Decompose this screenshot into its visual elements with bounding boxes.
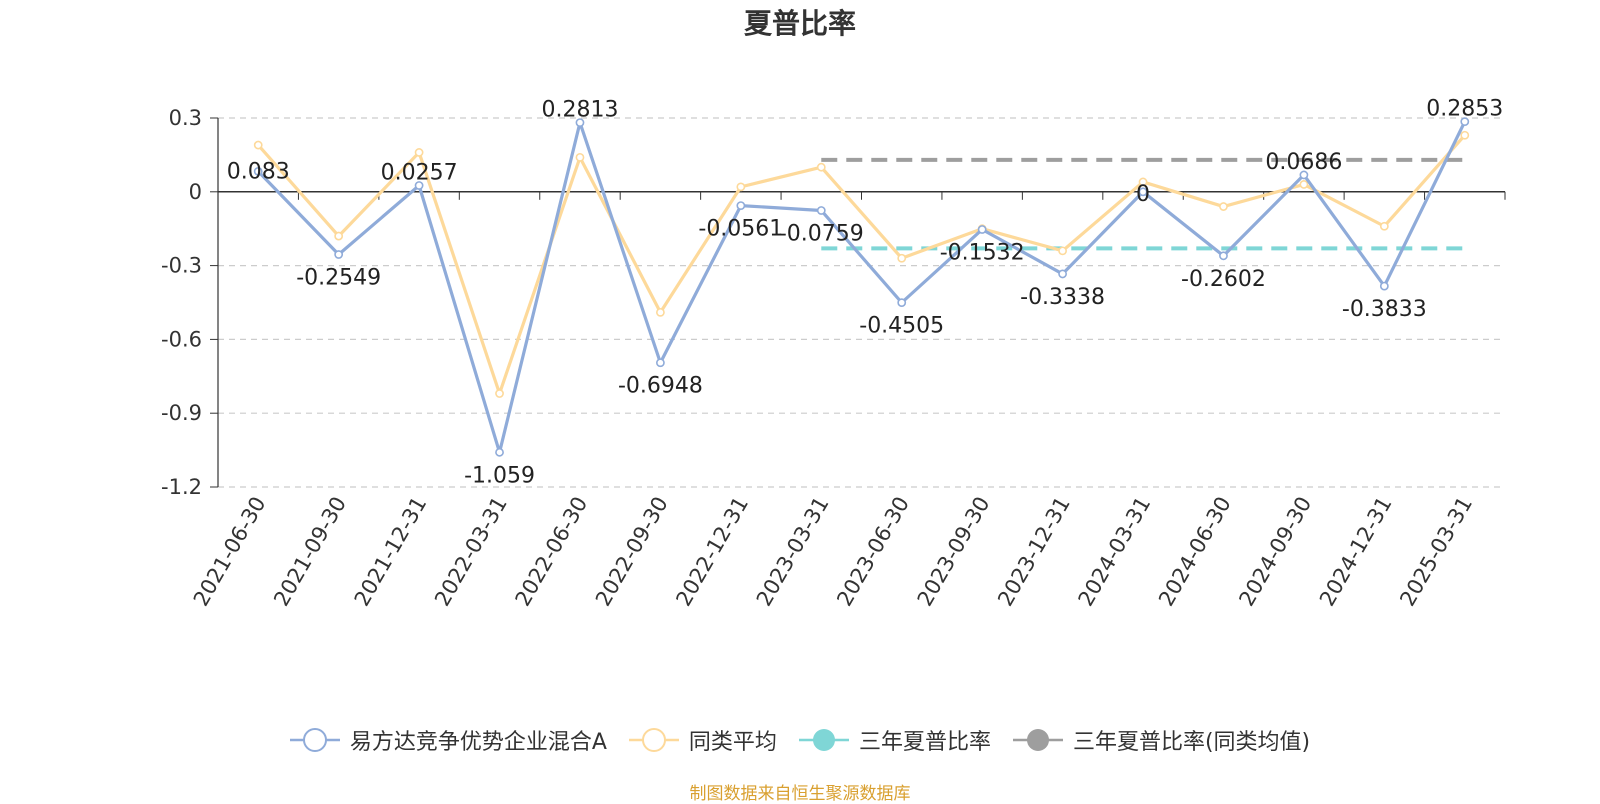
x-tick-label: 2025-03-31 <box>1395 493 1477 611</box>
data-point <box>656 307 665 317</box>
data-point <box>1058 269 1067 279</box>
data-label: -0.3833 <box>1342 297 1427 322</box>
hollow-circle-line-icon <box>628 728 679 752</box>
chart-legend: 易方达竞争优势企业混合A 同类平均 三年夏普比率 三年夏普比率(同类均值) <box>0 720 1600 760</box>
data-label: -0.1532 <box>940 240 1025 265</box>
source-note: 制图数据来自恒生聚源数据库 <box>689 784 911 804</box>
y-tick-label: -0.6 <box>161 327 202 351</box>
data-label: -0.0561 <box>698 217 783 242</box>
x-tick-label: 2024-03-31 <box>1074 493 1156 611</box>
x-tick-label: 2023-09-30 <box>913 493 995 611</box>
data-point <box>253 140 263 150</box>
data-point <box>414 148 424 157</box>
data-label: -0.0759 <box>779 221 864 246</box>
data-label: -0.6948 <box>618 374 703 399</box>
data-label: -1.059 <box>464 463 535 488</box>
x-tick-label: 2021-09-30 <box>269 493 351 611</box>
data-point <box>736 201 746 211</box>
data-point <box>1299 170 1309 180</box>
data-point <box>1219 251 1228 261</box>
x-tick-label: 2021-06-30 <box>189 493 271 611</box>
data-point <box>495 447 504 457</box>
data-point <box>1138 187 1148 197</box>
data-point <box>334 231 344 241</box>
data-point <box>1299 180 1309 189</box>
data-label: 0.083 <box>227 159 290 184</box>
data-point <box>816 206 826 215</box>
legend-label: 三年夏普比率(同类均值) <box>1072 730 1311 755</box>
data-point <box>253 166 263 176</box>
legend-item[interactable]: 三年夏普比率(同类均值) <box>1012 724 1311 756</box>
chart-title: 夏普比率 <box>743 7 856 40</box>
legend-label: 同类平均 <box>688 730 777 755</box>
data-label: 0.0257 <box>381 160 458 185</box>
x-tick-label: 2023-12-31 <box>993 493 1075 611</box>
x-tick-label: 2024-12-31 <box>1315 493 1397 611</box>
legend-label: 三年夏普比率 <box>858 730 991 755</box>
series-line <box>257 134 1466 396</box>
data-label: -0.2549 <box>296 266 381 291</box>
data-point <box>414 181 424 190</box>
data-point <box>334 250 344 259</box>
y-tick-label: -1.2 <box>161 475 202 499</box>
data-label: 0.2853 <box>1426 97 1503 122</box>
data-point <box>495 389 504 398</box>
x-tick-label: 2024-06-30 <box>1154 493 1236 611</box>
data-point <box>897 253 907 263</box>
data-point <box>1138 177 1148 187</box>
x-tick-label: 2022-12-31 <box>671 493 753 611</box>
y-tick-label: -0.9 <box>161 401 202 425</box>
data-point <box>1379 281 1389 291</box>
data-label: -0.2602 <box>1181 267 1266 292</box>
x-tick-label: 2022-03-31 <box>430 493 512 611</box>
x-tick-label: 2024-09-30 <box>1234 493 1316 611</box>
data-point <box>736 182 746 192</box>
data-label: -0.3338 <box>1020 285 1105 310</box>
data-label: 0.0686 <box>1265 150 1342 175</box>
filled-circle-line-icon <box>1012 729 1063 751</box>
data-point <box>897 298 907 308</box>
data-point <box>1379 221 1389 231</box>
x-tick-label: 2023-06-30 <box>832 493 914 611</box>
data-point <box>816 162 826 172</box>
hollow-circle-line-icon <box>289 728 340 752</box>
x-tick-label: 2022-06-30 <box>510 493 592 611</box>
y-tick-label: 0.3 <box>169 106 202 130</box>
legend-item[interactable]: 同类平均 <box>628 724 777 756</box>
data-point <box>1460 117 1470 127</box>
y-tick-label: 0 <box>189 180 202 204</box>
data-point <box>575 118 585 128</box>
data-point <box>1219 202 1228 211</box>
series-line <box>257 120 1467 454</box>
data-label: 0.2813 <box>541 98 618 123</box>
legend-item[interactable]: 三年夏普比率 <box>798 724 991 756</box>
x-tick-label: 2023-03-31 <box>752 493 834 611</box>
data-point <box>575 152 585 162</box>
data-point <box>656 358 665 368</box>
data-label: 0 <box>1136 182 1150 207</box>
data-point <box>1460 130 1470 140</box>
x-tick-label: 2021-12-31 <box>350 493 432 611</box>
data-point <box>977 225 987 234</box>
legend-label: 易方达竞争优势企业混合A <box>349 730 607 755</box>
legend-item[interactable]: 易方达竞争优势企业混合A <box>289 724 607 756</box>
x-tick-label: 2022-09-30 <box>591 493 673 611</box>
data-label: -0.4505 <box>859 314 944 339</box>
y-tick-label: -0.3 <box>161 254 202 278</box>
filled-circle-line-icon <box>798 729 849 751</box>
data-point <box>1058 246 1067 256</box>
